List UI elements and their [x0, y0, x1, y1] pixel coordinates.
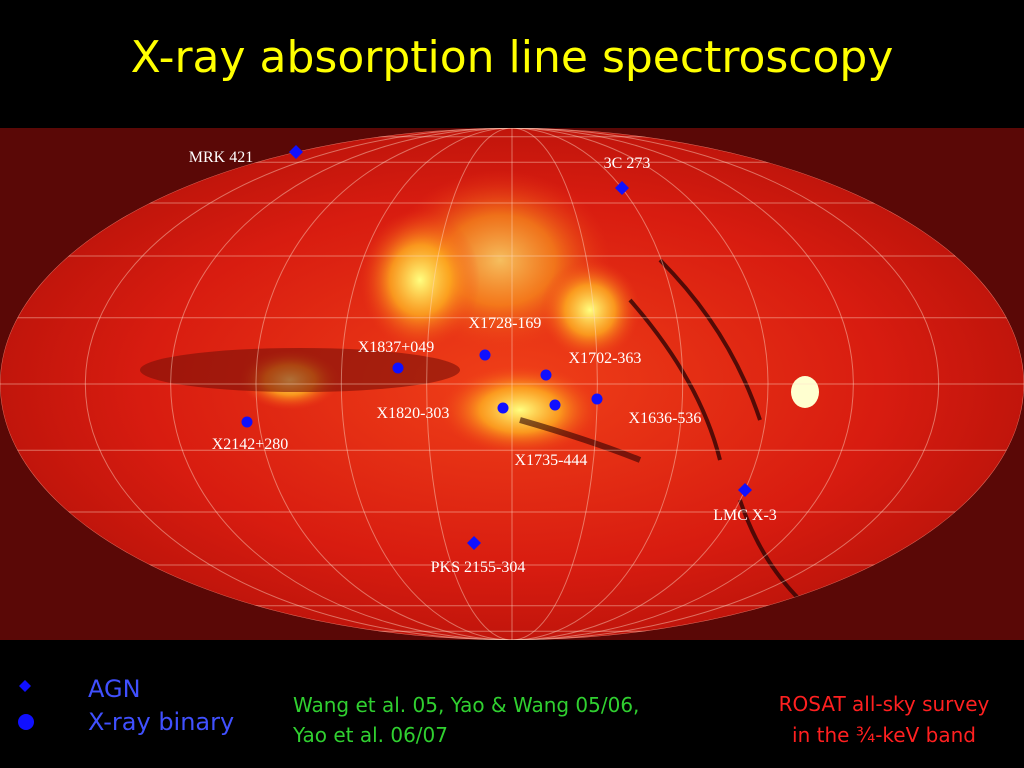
meridian: [340, 128, 684, 640]
meridian: [255, 128, 769, 640]
credit: in the ¾-keV band: [792, 723, 976, 747]
citation: Wang et al. 05, Yao & Wang 05/06,: [293, 693, 639, 717]
binary-marker: [591, 393, 603, 405]
source-label: X1728-169: [469, 315, 542, 332]
binary-marker: [549, 399, 561, 411]
source-label: X1820-303: [377, 405, 450, 422]
source-label: LMC X-3: [713, 507, 777, 524]
credit: ROSAT all-sky survey: [779, 692, 990, 716]
meridian: [170, 128, 854, 640]
binary-marker: [479, 349, 491, 361]
agn-marker: [738, 483, 752, 497]
source-label: X2142+280: [212, 436, 289, 453]
source-label: X1735-444: [515, 452, 588, 469]
title: X-ray absorption line spectroscopy: [131, 32, 894, 83]
source-label: MRK 421: [189, 149, 253, 166]
agn-marker: [467, 536, 481, 550]
emission: [140, 170, 819, 602]
binary-marker: [241, 416, 253, 428]
binary-marker: [392, 362, 404, 374]
source-label: X1636-536: [629, 410, 702, 427]
legend-circle: [18, 714, 34, 730]
source-label: X1702-363: [569, 350, 642, 367]
meridian: [426, 128, 598, 640]
binary-marker: [540, 369, 552, 381]
legend-agn: AGN: [88, 675, 141, 703]
agn-marker: [615, 181, 629, 195]
agn-marker: [289, 145, 303, 159]
citation: Yao et al. 06/07: [292, 723, 448, 747]
legend-binary: X-ray binary: [88, 708, 234, 736]
meridian: [84, 128, 940, 640]
legend-diamond: [19, 680, 31, 692]
source-label: 3C 273: [604, 155, 651, 172]
source-label: PKS 2155-304: [431, 559, 526, 576]
binary-marker: [497, 402, 509, 414]
source-label: X1837+049: [358, 339, 435, 356]
